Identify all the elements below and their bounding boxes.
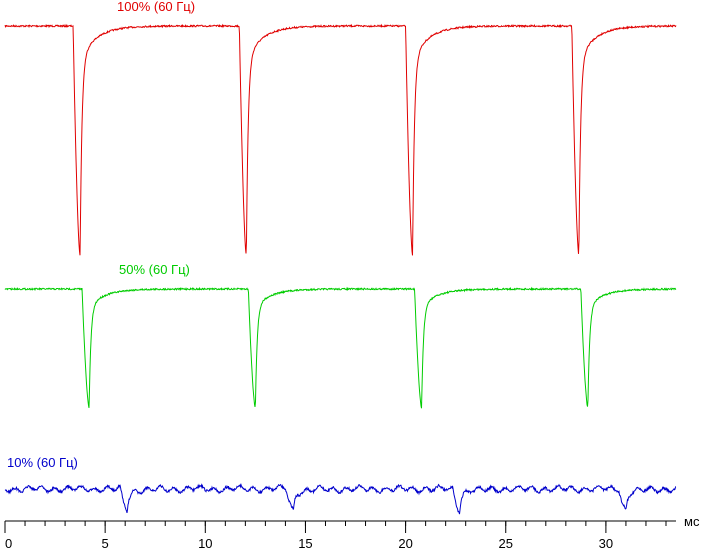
x-tick-label: 5 <box>102 536 109 550</box>
traces <box>4 23 677 515</box>
x-axis: 0 5 10 15 20 25 30 <box>4 520 676 550</box>
x-tick-label: 20 <box>398 536 412 550</box>
series-line-3 <box>4 482 677 515</box>
x-tick-label: 0 <box>5 536 12 550</box>
series-line-1 <box>4 23 677 256</box>
series-line-2 <box>4 286 677 409</box>
series-label-10: 10% (60 Гц) <box>7 455 78 470</box>
series-label-50: 50% (60 Гц) <box>119 262 190 277</box>
x-tick-label: 15 <box>298 536 312 550</box>
x-tick-label: 30 <box>599 536 613 550</box>
x-tick-label: 10 <box>198 536 212 550</box>
x-axis-unit: мс <box>684 514 700 529</box>
series-label-100: 100% (60 Гц) <box>117 0 195 14</box>
x-tick-label: 25 <box>499 536 513 550</box>
